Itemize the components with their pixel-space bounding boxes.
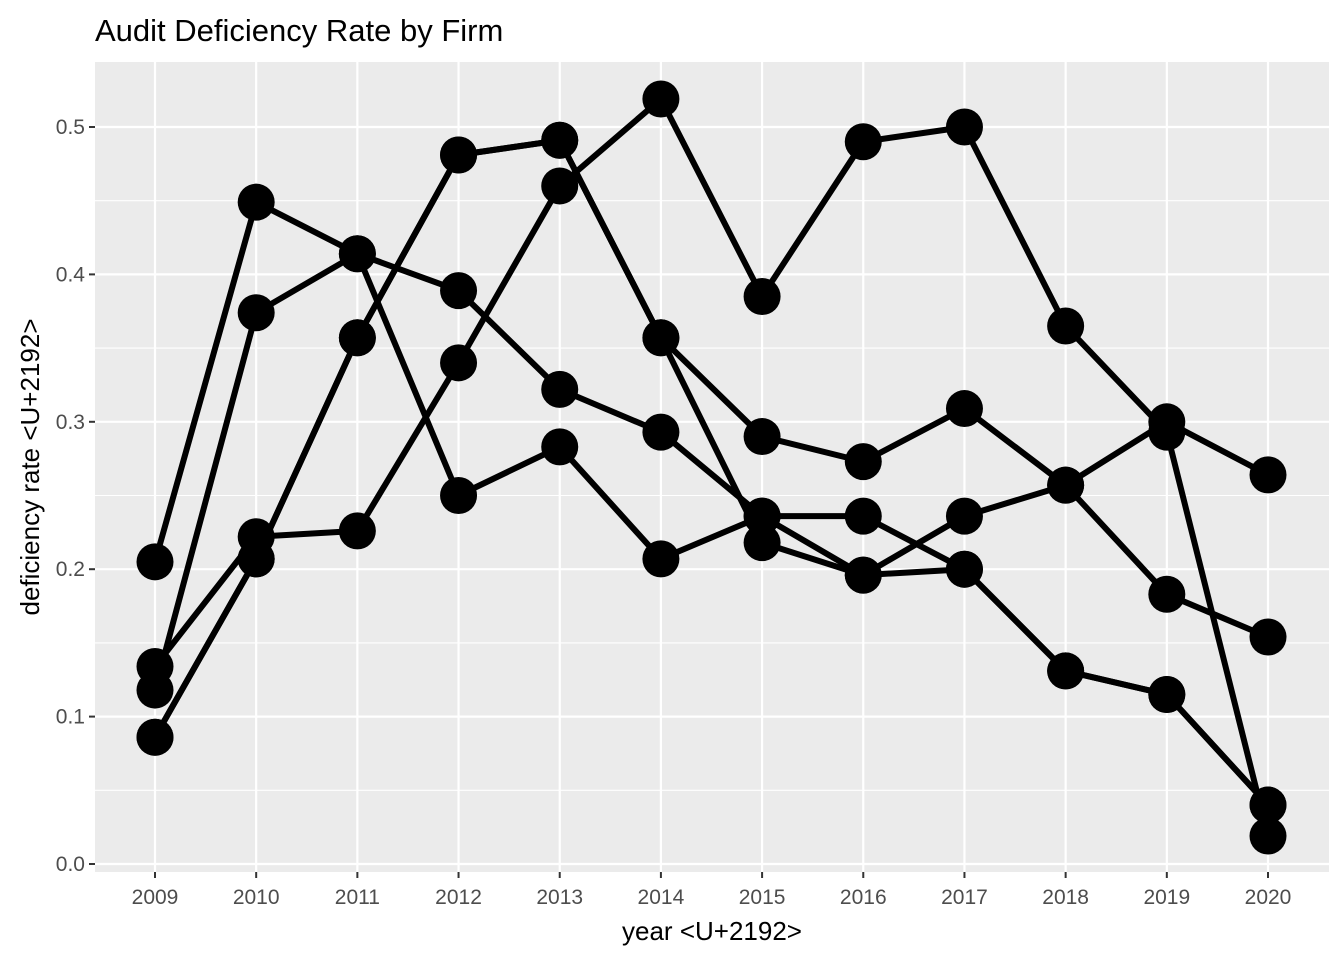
x-tick-label: 2019 [1143,886,1190,909]
x-tick-label: 2013 [536,886,583,909]
data-point [440,272,478,310]
data-point [440,136,478,174]
data-point [1047,652,1085,690]
y-tick-label: 0.4 [56,263,86,286]
y-tick-label: 0.2 [56,558,85,581]
data-point [237,294,275,332]
data-point [743,524,781,562]
data-point [844,123,882,161]
data-point [1249,817,1287,855]
data-point [136,718,174,756]
y-axis-title: deficiency rate <U+2192> [15,318,45,615]
x-axis-title: year <U+2192> [622,916,802,946]
data-point [541,121,579,159]
y-tick-label: 0.3 [56,411,85,434]
y-tick-label: 0.0 [56,853,85,876]
data-point [1249,618,1287,656]
data-point [338,319,376,357]
y-tick-label: 0.1 [56,706,85,729]
data-point [136,543,174,581]
data-point [1148,413,1186,451]
data-point [945,497,983,535]
y-axis: 0.0 0.1 0.2 0.3 0.4 0.5 [56,116,95,876]
data-point [1047,307,1085,345]
x-tick-label: 2018 [1042,886,1089,909]
data-point [743,278,781,316]
series-group [136,80,1287,855]
data-point [237,540,275,578]
data-point [541,370,579,408]
grid-lines [95,62,1329,872]
data-point [136,647,174,685]
data-point [338,512,376,550]
data-point [1249,786,1287,824]
data-point [1148,575,1186,613]
data-point [440,344,478,382]
x-tick-label: 2012 [435,886,482,909]
data-point [642,413,680,451]
series-5-line [152,137,1270,739]
x-axis: 2009 2010 2011 2012 2013 2014 2015 2016 2017 2018… [132,872,1292,909]
data-point [440,477,478,514]
data-point [844,497,882,535]
y-tick-label: 0.5 [56,116,85,139]
x-tick-label: 2020 [1245,886,1292,909]
data-point [642,540,680,578]
plot-panel [95,62,1329,872]
series-5 [136,121,1287,756]
data-point [1148,675,1186,713]
data-point [642,319,680,357]
x-tick-label: 2011 [335,886,380,909]
data-point [237,183,275,221]
x-tick-label: 2009 [132,886,179,909]
data-point [844,556,882,594]
chart-title: Audit Deficiency Rate by Firm [95,13,503,48]
data-point [945,108,983,146]
series-3 [136,80,1287,855]
data-point [338,235,376,273]
data-point [1047,466,1085,504]
data-point [541,428,579,466]
x-tick-label: 2014 [638,886,685,909]
data-point [642,80,680,118]
data-point [844,443,882,481]
x-tick-label: 2017 [941,886,988,909]
x-tick-label: 2016 [840,886,887,909]
x-tick-label: 2015 [739,886,786,909]
data-point [743,418,781,456]
series-2-line [152,250,1270,691]
data-point [1249,456,1287,494]
data-point [945,550,983,588]
data-point [945,390,983,428]
data-point [541,167,579,205]
x-tick-label: 2010 [233,886,280,909]
